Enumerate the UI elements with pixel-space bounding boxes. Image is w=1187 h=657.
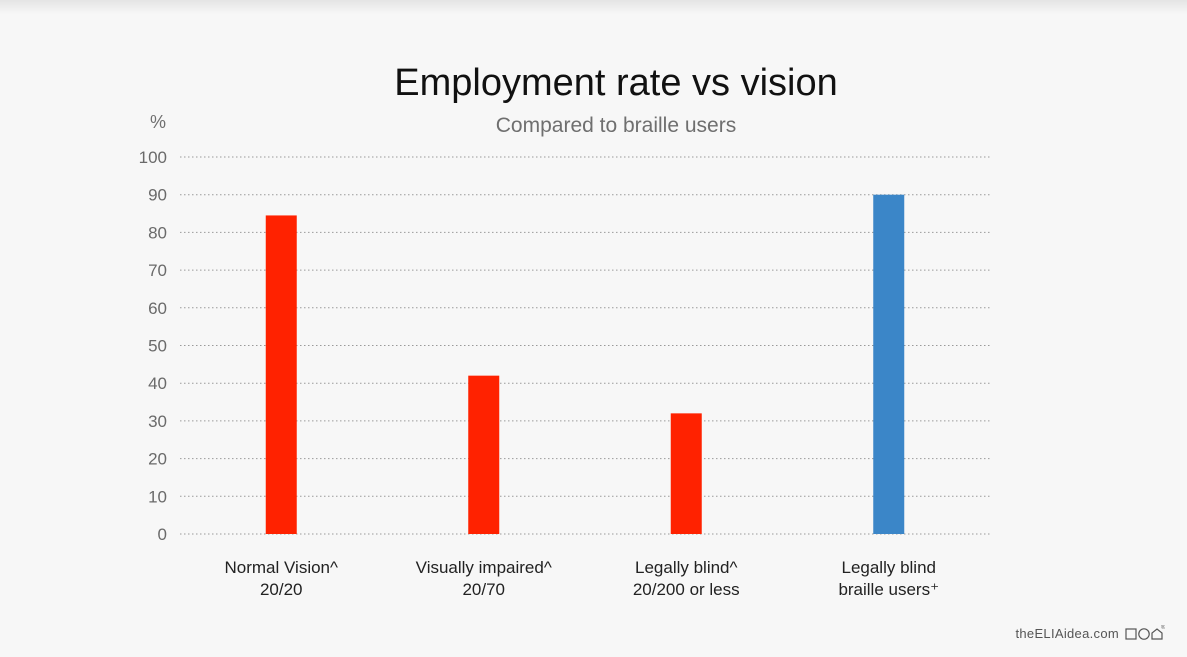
- y-tick-label: 30: [148, 412, 167, 431]
- x-category-label: Legally blind: [841, 558, 936, 577]
- x-category-label: 20/20: [260, 580, 303, 599]
- y-tick-label: 20: [148, 450, 167, 469]
- x-category-label: braille users⁺: [838, 580, 939, 599]
- brand-text: theELIAidea.com: [1015, 625, 1119, 641]
- y-tick-label: 60: [148, 299, 167, 318]
- x-category-label: Legally blind^: [635, 558, 738, 577]
- x-category-label: Normal Vision^: [225, 558, 339, 577]
- brand-mark-icon: ®: [1125, 625, 1165, 641]
- bar-1: [265, 215, 297, 534]
- chart-title: Employment rate vs vision: [394, 62, 838, 104]
- y-axis-label: %: [150, 112, 166, 132]
- y-tick-label: 90: [148, 186, 167, 205]
- y-tick-label: 0: [158, 525, 167, 544]
- x-category-label: 20/70: [462, 580, 505, 599]
- y-tick-label: 70: [148, 261, 167, 280]
- bar-3: [670, 413, 702, 534]
- bars: [265, 194, 905, 534]
- y-tick-label: 100: [139, 148, 167, 167]
- y-tick-label: 80: [148, 223, 167, 242]
- y-tick-label: 50: [148, 337, 167, 356]
- top-shade: [0, 0, 1187, 14]
- gridlines: [180, 156, 990, 535]
- brand-watermark: theELIAidea.com ®: [1015, 625, 1165, 641]
- y-axis-ticks: 0 10 20 30 40 50 60 70 80 90 100: [139, 148, 167, 544]
- chart-subtitle: Compared to braille users: [496, 114, 736, 137]
- bar-4: [873, 194, 905, 534]
- x-axis-labels: Normal Vision^ 20/20 Visually impaired^ 20/…: [225, 558, 940, 599]
- y-tick-label: 10: [148, 487, 167, 506]
- registered-mark: ®: [1161, 625, 1165, 631]
- x-category-label: Visually impaired^: [416, 558, 552, 577]
- bar-2: [468, 375, 500, 534]
- y-tick-label: 40: [148, 374, 167, 393]
- x-category-label: 20/200 or less: [633, 580, 740, 599]
